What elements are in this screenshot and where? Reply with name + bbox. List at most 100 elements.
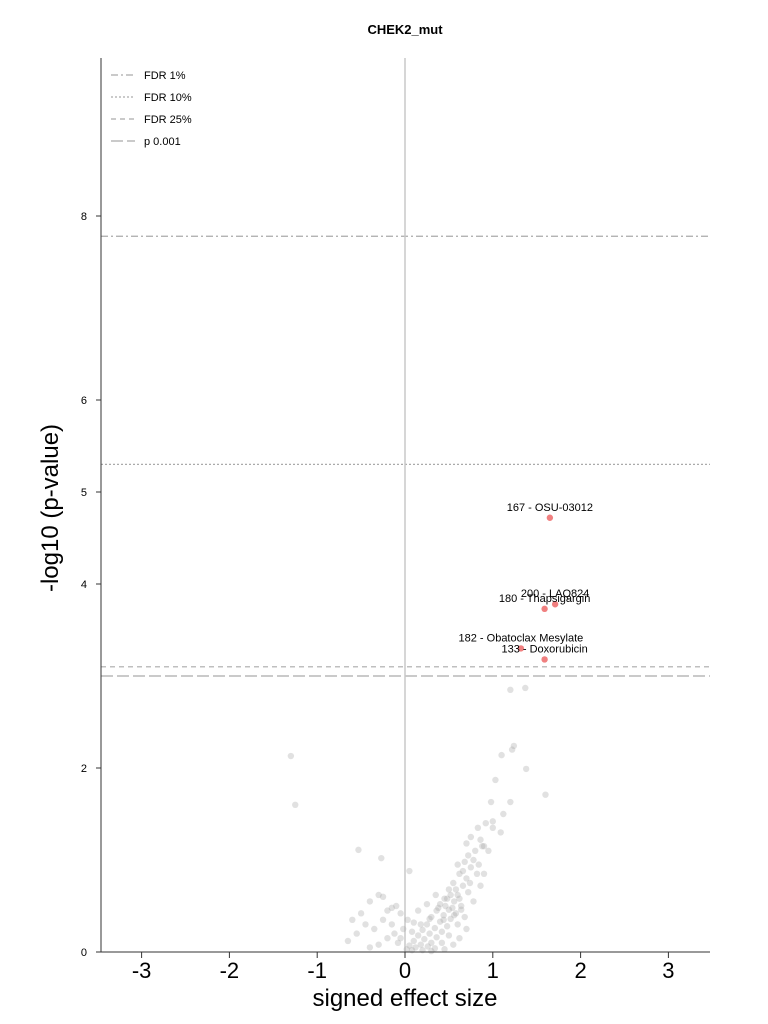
background-point: [497, 829, 504, 836]
background-point: [454, 861, 461, 868]
x-tick-label: 0: [399, 958, 411, 983]
background-point: [419, 926, 426, 934]
x-tick-label: -1: [307, 958, 327, 983]
background-point: [443, 923, 451, 930]
background-point: [366, 898, 374, 905]
background-point: [426, 915, 433, 923]
background-point: [449, 904, 456, 912]
background-point: [357, 910, 365, 917]
y-tick-label: 4: [81, 579, 87, 591]
background-point: [433, 907, 440, 914]
background-point: [417, 921, 425, 928]
background-point: [459, 882, 467, 889]
background-point: [438, 928, 446, 935]
background-point: [450, 879, 457, 887]
background-point: [463, 925, 470, 933]
x-tick-label: 2: [574, 958, 586, 983]
background-point: [510, 742, 518, 750]
background-point: [388, 904, 396, 912]
point-label: 180 - Thapsigargin: [499, 593, 591, 605]
background-point: [508, 746, 516, 753]
point-label: 200 - LAQ824: [521, 588, 590, 600]
background-point: [498, 751, 505, 759]
background-point: [477, 882, 484, 889]
background-point: [432, 891, 439, 899]
background-point: [391, 930, 398, 937]
point-label: 167 - OSU-03012: [507, 502, 593, 514]
background-point: [489, 818, 496, 825]
background-point: [456, 870, 463, 877]
background-point: [428, 947, 435, 955]
background-point: [436, 900, 444, 908]
background-point: [403, 946, 410, 953]
background-point: [447, 915, 454, 923]
x-tick-label: -3: [132, 958, 152, 983]
background-point: [465, 889, 472, 896]
background-point: [408, 928, 416, 935]
background-point: [487, 798, 495, 806]
y-tick-label: 0: [81, 947, 87, 959]
background-point: [431, 924, 439, 932]
significant-point: [541, 605, 548, 613]
background-point: [406, 942, 413, 949]
legend: FDR 1% FDR 10% FDR 25% p 0.001: [111, 70, 192, 148]
background-point: [474, 824, 482, 831]
background-point: [421, 935, 428, 943]
background-point: [431, 945, 439, 952]
background-point: [463, 840, 470, 847]
background-point: [457, 902, 465, 910]
background-point: [456, 935, 463, 942]
background-point: [349, 916, 356, 923]
background-point: [500, 810, 507, 818]
background-point: [454, 891, 461, 899]
background-point: [522, 765, 530, 773]
chart-title: CHEK2_mut: [367, 22, 443, 37]
background-point: [454, 921, 461, 928]
x-tick-label: 3: [662, 958, 674, 983]
background-point: [485, 847, 492, 854]
background-point: [397, 935, 404, 942]
background-point: [410, 937, 417, 945]
background-point: [450, 941, 457, 948]
legend-label: FDR 25%: [144, 114, 192, 126]
background-point: [507, 798, 514, 806]
background-point: [542, 791, 549, 798]
background-point: [450, 898, 458, 905]
y-axis-label: -log10 (p-value): [37, 424, 64, 592]
background-point: [450, 912, 458, 919]
background-point: [410, 919, 417, 926]
background-point: [344, 937, 352, 945]
significant-point: [551, 601, 559, 608]
background-point: [472, 847, 479, 854]
background-point: [393, 902, 400, 910]
background-point: [394, 939, 402, 946]
background-point: [457, 906, 465, 913]
background-point: [479, 843, 486, 850]
background-point: [467, 833, 475, 841]
background-point: [440, 916, 447, 923]
background-point: [417, 941, 425, 948]
point-label: 133 - Doxorubicin: [501, 643, 587, 655]
background-point: [379, 916, 387, 923]
background-point: [459, 867, 467, 875]
background-point: [379, 893, 387, 900]
background-point: [445, 906, 453, 913]
background-point: [400, 925, 407, 933]
background-point: [465, 852, 472, 859]
point-label: 182 - Obatoclax Mesylate: [459, 632, 584, 644]
background-point: [440, 912, 447, 919]
background-point: [461, 913, 468, 921]
background-point: [452, 886, 460, 893]
background-point: [480, 843, 488, 850]
x-tick-label: 1: [487, 958, 499, 983]
background-point: [445, 886, 453, 893]
background-point: [355, 846, 362, 854]
background-point: [423, 921, 431, 928]
background-point: [362, 921, 369, 928]
background-point: [452, 910, 460, 917]
background-point: [522, 684, 529, 692]
legend-label: p 0.001: [144, 136, 181, 148]
background-point: [507, 686, 514, 693]
